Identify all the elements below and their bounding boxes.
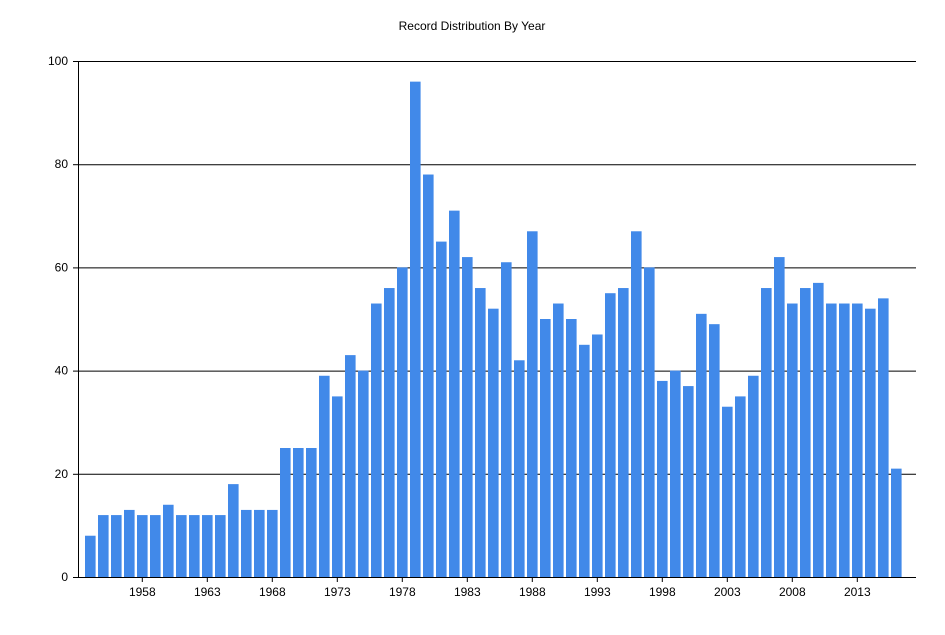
chart-title: Record Distribution By Year xyxy=(399,19,546,33)
x-tick-label: 1993 xyxy=(584,585,611,599)
bar-1978 xyxy=(397,267,408,577)
bar-1961 xyxy=(176,515,187,577)
bar-1977 xyxy=(384,288,395,577)
x-tick-label: 1958 xyxy=(129,585,156,599)
y-tick-labels: 0 20 40 60 80 100 xyxy=(48,54,68,584)
bar-1958 xyxy=(137,515,148,577)
bar-1954 xyxy=(85,535,96,577)
bar-1959 xyxy=(150,515,161,577)
bar-2005 xyxy=(748,375,759,577)
bar-2004 xyxy=(735,396,746,577)
bar-1975 xyxy=(358,370,369,577)
bar-1968 xyxy=(267,509,278,577)
y-tick-label: 40 xyxy=(55,364,69,378)
bar-1994 xyxy=(605,293,616,577)
bar-1983 xyxy=(462,257,473,577)
bar-2008 xyxy=(787,303,798,577)
x-tick-label: 1968 xyxy=(259,585,286,599)
x-tick-label: 1988 xyxy=(519,585,546,599)
bar-1974 xyxy=(345,355,356,577)
bar-1981 xyxy=(436,241,447,577)
bar-1997 xyxy=(644,267,655,577)
bar-1989 xyxy=(540,319,551,577)
x-tick-label: 1973 xyxy=(324,585,351,599)
y-tick-label: 60 xyxy=(55,260,69,274)
bar-1963 xyxy=(202,515,213,577)
bar-1999 xyxy=(670,370,681,577)
bar-1972 xyxy=(319,375,330,577)
axes xyxy=(73,61,916,582)
x-tick-label: 1998 xyxy=(649,585,676,599)
bar-1969 xyxy=(280,448,291,577)
y-tick-label: 0 xyxy=(61,570,68,584)
bar-1984 xyxy=(475,288,486,577)
bar-1988 xyxy=(527,231,538,577)
bar-2011 xyxy=(826,303,837,577)
bar-1960 xyxy=(163,504,174,577)
bar-1976 xyxy=(371,303,382,577)
y-tick-label: 80 xyxy=(55,157,69,171)
x-tick-labels: 1958 1963 1968 1973 1978 1983 1988 1993 1998 2003… xyxy=(129,585,871,599)
bar-2007 xyxy=(774,257,785,577)
bar-2001 xyxy=(696,313,707,577)
y-tick-label: 100 xyxy=(48,54,68,68)
bar-1979 xyxy=(410,81,421,577)
bar-2016 xyxy=(891,468,902,577)
bar-1998 xyxy=(657,380,668,577)
bar-1991 xyxy=(566,319,577,577)
bar-1971 xyxy=(306,448,317,577)
x-tick-label: 1963 xyxy=(194,585,221,599)
bar-1993 xyxy=(592,334,603,577)
bar-2012 xyxy=(839,303,850,577)
bar-1970 xyxy=(293,448,304,577)
bar-1985 xyxy=(488,308,499,577)
bar-1967 xyxy=(254,509,265,577)
bar-2002 xyxy=(709,324,720,577)
bar-1973 xyxy=(332,396,343,577)
bar-1957 xyxy=(124,509,135,577)
bar-1956 xyxy=(111,515,122,577)
bar-1987 xyxy=(514,360,525,577)
bar-2000 xyxy=(683,386,694,577)
bar-1982 xyxy=(449,210,460,577)
bar-1955 xyxy=(98,515,109,577)
bar-2010 xyxy=(813,282,824,577)
bar-2003 xyxy=(722,406,733,577)
bar-1966 xyxy=(241,509,252,577)
bar-2014 xyxy=(865,308,876,577)
bar-1995 xyxy=(618,288,629,577)
bar-2009 xyxy=(800,288,811,577)
bar-2015 xyxy=(878,298,889,577)
x-tick-label: 1978 xyxy=(389,585,416,599)
bars xyxy=(85,81,902,577)
bar-2013 xyxy=(852,303,863,577)
bar-1980 xyxy=(423,174,434,577)
bar-1964 xyxy=(215,515,226,577)
bar-1996 xyxy=(631,231,642,577)
x-tick-label: 2013 xyxy=(844,585,871,599)
y-tick-label: 20 xyxy=(55,467,69,481)
bar-1962 xyxy=(189,515,200,577)
bar-1965 xyxy=(228,484,239,577)
bar-1986 xyxy=(501,262,512,577)
x-tick-label: 1983 xyxy=(454,585,481,599)
x-tick-label: 2008 xyxy=(779,585,806,599)
bar-1990 xyxy=(553,303,564,577)
bar-1992 xyxy=(579,344,590,577)
bar-2006 xyxy=(761,288,772,577)
x-tick-label: 2003 xyxy=(714,585,741,599)
